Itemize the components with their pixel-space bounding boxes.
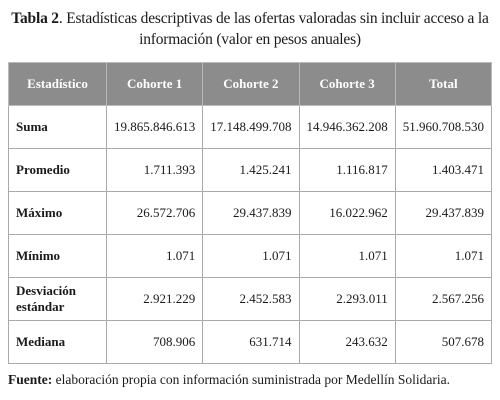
cell: 26.572.706 [105,191,204,235]
cell: 29.437.839 [394,191,493,235]
cell: 14.946.362.208 [298,105,396,149]
table-row: Mínimo 1.071 1.071 1.071 1.071 [8,234,493,278]
cell: 51.960.708.530 [394,105,493,149]
cell: 29.437.839 [202,191,300,235]
source-label: Fuente: [8,372,53,387]
table-body: Suma 19.865.846.613 17.148.499.708 14.946.3… [8,105,493,364]
cell: 507.678 [394,320,493,364]
column-header: Estadístico [8,62,107,106]
column-header: Cohorte 1 [105,62,204,106]
table-row: Mediana 708.906 631.714 243.632 507.678 [8,320,493,364]
source-text: elaboración propia con información sumin… [52,372,451,387]
cell: 1.071 [105,234,204,278]
table-row: Suma 19.865.846.613 17.148.499.708 14.946.3… [8,105,493,149]
caption-text: . Estadísticas descriptivas de las ofert… [58,10,489,48]
column-header: Cohorte 3 [298,62,396,106]
table-caption: Tabla 2. Estadísticas descriptivas de la… [10,8,490,50]
cell: 1.403.471 [394,148,493,192]
source-note: Fuente: elaboración propia con informaci… [8,372,450,388]
row-label: Mediana [8,320,107,364]
cell: 16.022.962 [298,191,396,235]
column-header: Cohorte 2 [202,62,300,106]
row-label: Promedio [8,148,107,192]
cell: 243.632 [298,320,396,364]
cell: 2.921.229 [105,277,204,321]
cell: 1.116.817 [298,148,396,192]
caption-label: Tabla 2 [11,10,59,27]
row-label: Máximo [8,191,107,235]
table-row: Promedio 1.711.393 1.425.241 1.116.817 1.403… [8,148,493,192]
cell: 631.714 [202,320,300,364]
row-label: Mínimo [8,234,107,278]
cell: 2.567.256 [394,277,493,321]
cell: 708.906 [105,320,204,364]
cell: 19.865.846.613 [105,105,204,149]
statistics-table: Estadístico Cohorte 1 Cohorte 2 Cohorte 3 To… [8,62,493,364]
cell: 17.148.499.708 [202,105,300,149]
cell: 1.071 [394,234,493,278]
row-label: Desviación estándar [8,277,107,321]
cell: 2.293.011 [298,277,396,321]
cell: 1.071 [202,234,300,278]
row-label: Suma [8,105,107,149]
table-row: Máximo 26.572.706 29.437.839 16.022.962 29.4… [8,191,493,235]
cell: 1.071 [298,234,396,278]
cell: 2.452.583 [202,277,300,321]
cell: 1.425.241 [202,148,300,192]
table-row: Desviación estándar 2.921.229 2.452.583 2.2… [8,277,493,321]
cell: 1.711.393 [105,148,204,192]
column-header: Total [394,62,493,106]
header-row: Estadístico Cohorte 1 Cohorte 2 Cohorte 3 To… [8,62,493,106]
